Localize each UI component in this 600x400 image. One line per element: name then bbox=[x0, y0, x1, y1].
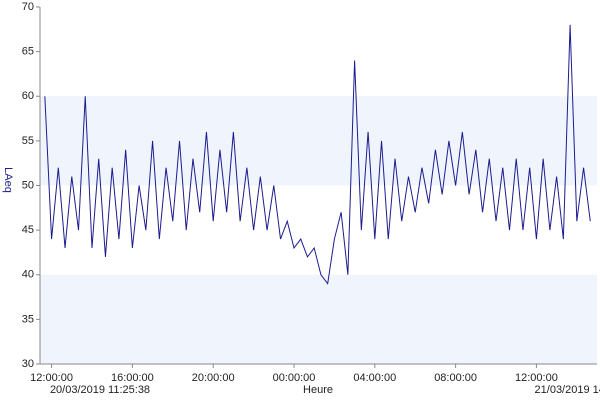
grid-band bbox=[40, 274, 597, 364]
grid-band bbox=[40, 96, 597, 186]
data-line bbox=[44, 24, 591, 285]
x-tick-label: 16:00:00 bbox=[111, 372, 154, 384]
x-tick-label: 04:00:00 bbox=[353, 372, 396, 384]
x-limit-label: 20/03/2019 11:25:38 bbox=[50, 384, 150, 396]
y-tick-label: 65 bbox=[22, 46, 34, 58]
y-tick-label: 50 bbox=[22, 179, 34, 191]
y-axis-label: LAeq bbox=[2, 167, 14, 193]
y-tick-label: 35 bbox=[22, 313, 34, 325]
y-tick-label: 55 bbox=[22, 135, 34, 147]
y-tick-label: 40 bbox=[22, 269, 34, 281]
y-tick-label: 60 bbox=[22, 90, 34, 102]
x-tick-label: 12:00:00 bbox=[30, 372, 73, 384]
x-tick-label: 00:00:00 bbox=[273, 372, 316, 384]
x-limit-label: 21/03/2019 14:59:55 bbox=[535, 384, 600, 396]
x-axis-label: Heure bbox=[303, 384, 333, 396]
y-tick-label: 70 bbox=[22, 1, 34, 13]
x-tick-label: 12:00:00 bbox=[515, 372, 558, 384]
y-tick-label: 45 bbox=[22, 224, 34, 236]
y-tick-label: 30 bbox=[22, 358, 34, 370]
x-tick-label: 20:00:00 bbox=[192, 372, 235, 384]
x-tick-label: 08:00:00 bbox=[434, 372, 477, 384]
